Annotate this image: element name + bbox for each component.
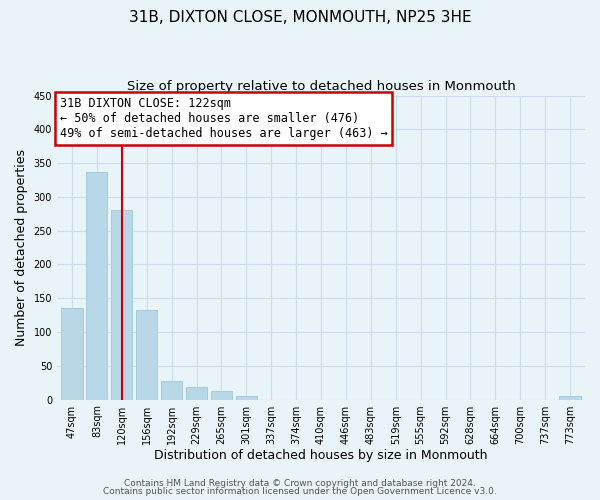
Title: Size of property relative to detached houses in Monmouth: Size of property relative to detached ho…	[127, 80, 515, 93]
Bar	[136, 310, 157, 400]
Bar	[111, 210, 133, 400]
Bar	[236, 396, 257, 400]
Text: 31B DIXTON CLOSE: 122sqm
← 50% of detached houses are smaller (476)
49% of semi-: 31B DIXTON CLOSE: 122sqm ← 50% of detach…	[59, 97, 387, 140]
Text: 31B, DIXTON CLOSE, MONMOUTH, NP25 3HE: 31B, DIXTON CLOSE, MONMOUTH, NP25 3HE	[128, 10, 472, 25]
Text: Contains public sector information licensed under the Open Government Licence v3: Contains public sector information licen…	[103, 487, 497, 496]
X-axis label: Distribution of detached houses by size in Monmouth: Distribution of detached houses by size …	[154, 450, 488, 462]
Bar	[211, 391, 232, 400]
Y-axis label: Number of detached properties: Number of detached properties	[15, 149, 28, 346]
Bar	[559, 396, 581, 400]
Text: Contains HM Land Registry data © Crown copyright and database right 2024.: Contains HM Land Registry data © Crown c…	[124, 478, 476, 488]
Bar	[161, 382, 182, 400]
Bar	[61, 308, 83, 400]
Bar	[186, 388, 207, 400]
Bar	[86, 172, 107, 400]
